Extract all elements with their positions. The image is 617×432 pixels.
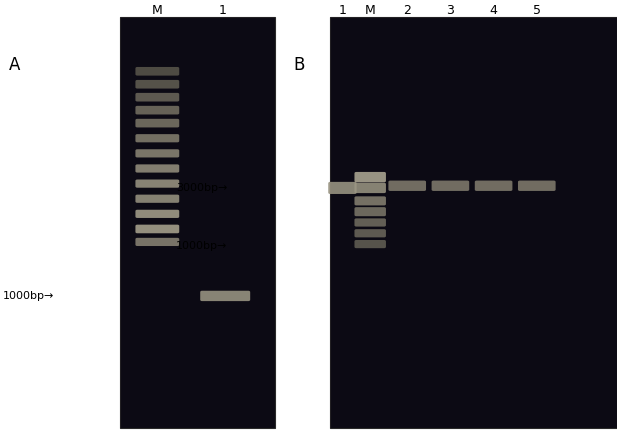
FancyBboxPatch shape bbox=[354, 172, 386, 182]
FancyBboxPatch shape bbox=[136, 80, 179, 89]
FancyBboxPatch shape bbox=[136, 180, 179, 187]
Text: 5: 5 bbox=[533, 4, 540, 17]
FancyBboxPatch shape bbox=[136, 194, 179, 203]
Text: 3000bp→: 3000bp→ bbox=[176, 183, 227, 193]
FancyBboxPatch shape bbox=[200, 291, 251, 301]
Bar bbox=[120, 17, 275, 428]
Text: 1000bp→: 1000bp→ bbox=[176, 241, 227, 251]
Text: 1: 1 bbox=[218, 4, 226, 17]
Text: 1000bp→: 1000bp→ bbox=[3, 291, 54, 301]
Bar bbox=[330, 17, 617, 428]
FancyBboxPatch shape bbox=[328, 182, 357, 194]
FancyBboxPatch shape bbox=[136, 93, 179, 102]
FancyBboxPatch shape bbox=[136, 225, 179, 233]
FancyBboxPatch shape bbox=[136, 164, 179, 173]
FancyBboxPatch shape bbox=[136, 238, 179, 246]
FancyBboxPatch shape bbox=[354, 183, 386, 193]
FancyBboxPatch shape bbox=[389, 181, 426, 191]
FancyBboxPatch shape bbox=[136, 67, 179, 76]
Text: 1: 1 bbox=[339, 4, 346, 17]
FancyBboxPatch shape bbox=[354, 240, 386, 248]
FancyBboxPatch shape bbox=[136, 149, 179, 158]
Bar bbox=[120, 17, 275, 428]
FancyBboxPatch shape bbox=[354, 196, 386, 205]
FancyBboxPatch shape bbox=[136, 119, 179, 127]
Text: A: A bbox=[9, 56, 20, 74]
Text: 4: 4 bbox=[490, 4, 497, 17]
FancyBboxPatch shape bbox=[432, 181, 469, 191]
Text: M: M bbox=[365, 4, 376, 17]
FancyBboxPatch shape bbox=[136, 106, 179, 114]
Text: 3: 3 bbox=[447, 4, 454, 17]
FancyBboxPatch shape bbox=[354, 229, 386, 238]
FancyBboxPatch shape bbox=[354, 207, 386, 216]
Bar bbox=[330, 17, 617, 428]
Text: B: B bbox=[293, 56, 304, 74]
FancyBboxPatch shape bbox=[136, 210, 179, 218]
FancyBboxPatch shape bbox=[475, 181, 512, 191]
Text: 2: 2 bbox=[404, 4, 411, 17]
Bar bbox=[120, 17, 275, 428]
Bar bbox=[330, 17, 617, 428]
FancyBboxPatch shape bbox=[518, 181, 556, 191]
Text: M: M bbox=[152, 4, 163, 17]
FancyBboxPatch shape bbox=[354, 219, 386, 226]
FancyBboxPatch shape bbox=[136, 134, 179, 142]
